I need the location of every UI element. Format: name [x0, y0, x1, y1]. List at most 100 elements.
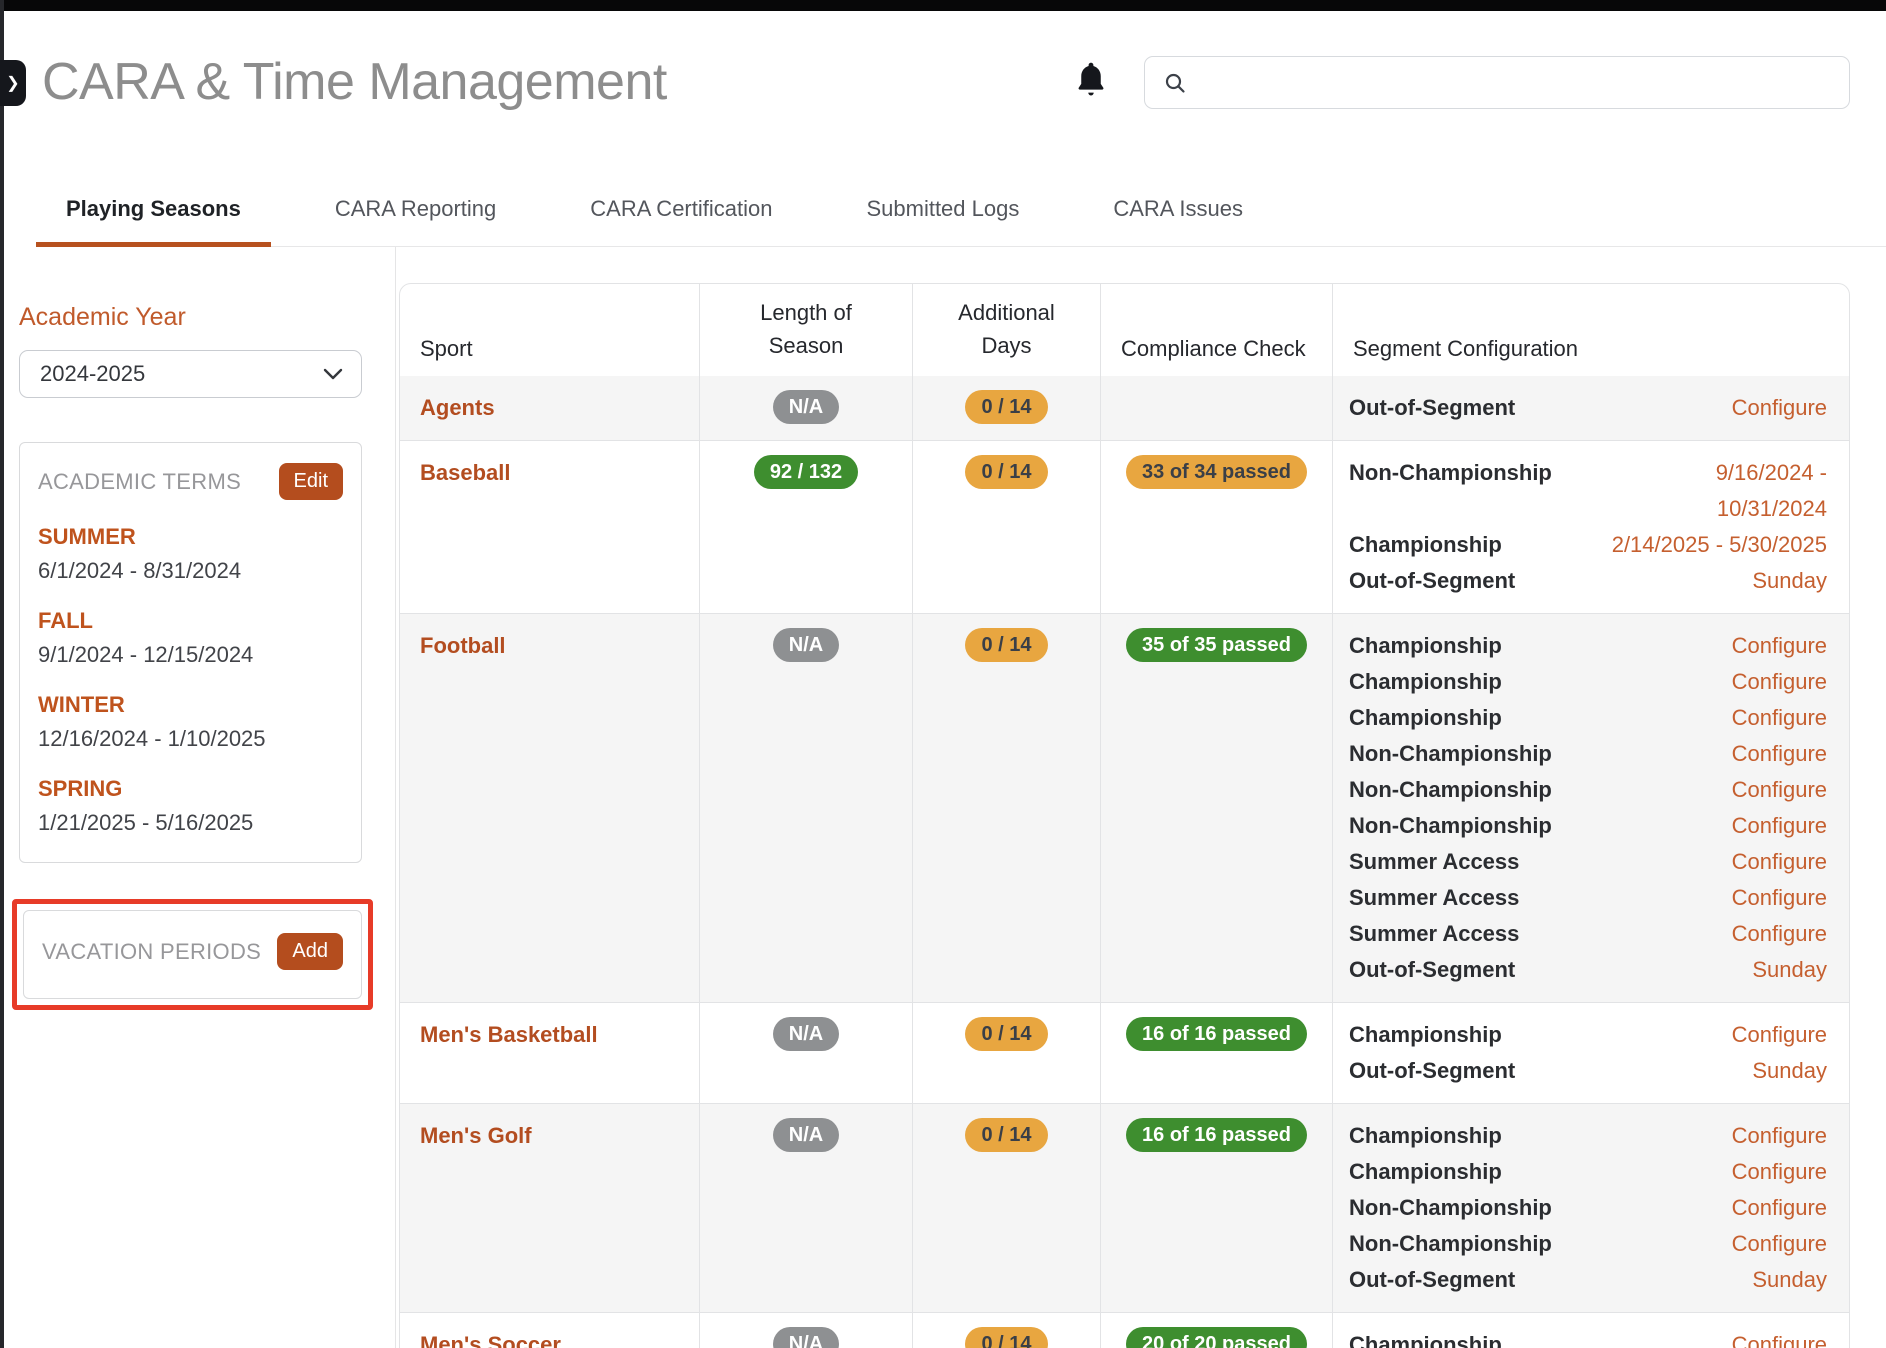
- segment-configuration-cell: Championship Configure Out-of-Segment Sunda…: [1333, 1003, 1849, 1103]
- term-date-range: 6/1/2024 - 8/31/2024: [38, 558, 242, 583]
- page-title: CARA & Time Management: [42, 53, 667, 111]
- search-input[interactable]: [1199, 71, 1849, 94]
- configure-link[interactable]: Configure: [1731, 1195, 1827, 1220]
- segment-row: Non-Championship Configure: [1349, 772, 1827, 808]
- segment-value-line: 9/16/2024 -: [1715, 460, 1827, 485]
- status-badge: 16 of 16 passed: [1126, 1118, 1307, 1152]
- configure-link[interactable]: Configure: [1731, 777, 1827, 802]
- segment-name: Championship: [1349, 1332, 1502, 1348]
- academic-terms-title: ACADEMIC TERMS: [38, 468, 242, 494]
- status-badge: 0 / 14: [965, 455, 1048, 489]
- configure-link[interactable]: Configure: [1731, 1332, 1827, 1348]
- content-divider: [395, 247, 396, 1348]
- sport-link[interactable]: Men's Soccer: [400, 1313, 700, 1348]
- left-window-edge: [0, 0, 4, 1348]
- segment-row: Championship Configure: [1349, 1327, 1827, 1348]
- length-of-season-cell: N/A: [700, 376, 913, 440]
- vacation-periods-title: VACATION PERIODS: [42, 938, 262, 964]
- sport-link[interactable]: Men's Basketball: [400, 1003, 700, 1103]
- sport-link[interactable]: Agents: [400, 376, 700, 440]
- compliance-check-cell: 20 of 20 passed: [1101, 1313, 1333, 1348]
- notification-bell-icon[interactable]: [1073, 60, 1109, 100]
- segment-value: 2/14/2025 - 5/30/2025: [1611, 532, 1827, 557]
- configure-link[interactable]: Configure: [1731, 1231, 1827, 1256]
- configure-link[interactable]: Configure: [1731, 1123, 1827, 1148]
- configure-link[interactable]: Configure: [1731, 395, 1827, 420]
- additional-days-cell: 0 / 14: [913, 1003, 1101, 1103]
- add-vacation-period-button[interactable]: Add: [277, 933, 343, 970]
- compliance-check-cell: 16 of 16 passed: [1101, 1003, 1333, 1103]
- segment-configuration-cell: Championship Configure Championship Configu…: [1333, 614, 1849, 1002]
- configure-link[interactable]: Configure: [1731, 705, 1827, 730]
- segment-value: Sunday: [1752, 568, 1827, 593]
- segment-configuration-cell: Championship Configure Championship Configu…: [1333, 1104, 1849, 1312]
- segment-row: Championship Configure: [1349, 1118, 1827, 1154]
- segment-row: Championship Configure: [1349, 628, 1827, 664]
- status-badge: N/A: [772, 1118, 840, 1152]
- segment-name: Out-of-Segment: [1349, 568, 1516, 593]
- table-row: Men's Golf N/A 0 / 14 16 of 16 passed Champi…: [400, 1103, 1849, 1312]
- segment-row: Championship Configure: [1349, 700, 1827, 736]
- segment-name: Out-of-Segment: [1349, 957, 1516, 982]
- length-of-season-cell: N/A: [700, 1104, 913, 1312]
- segment-name: Championship: [1349, 669, 1502, 694]
- configure-link[interactable]: Configure: [1731, 669, 1827, 694]
- global-search[interactable]: [1144, 56, 1850, 109]
- sport-link[interactable]: Men's Golf: [400, 1104, 700, 1312]
- status-badge: 0 / 14: [965, 1118, 1048, 1152]
- configure-link[interactable]: Configure: [1731, 633, 1827, 658]
- segment-name: Non-Championship: [1349, 1195, 1552, 1220]
- term-date-range: 9/1/2024 - 12/15/2024: [38, 642, 254, 667]
- configure-link[interactable]: Configure: [1731, 1159, 1827, 1184]
- segment-row: Championship Configure: [1349, 1017, 1827, 1053]
- segment-name: Summer Access: [1349, 849, 1520, 874]
- edit-terms-button[interactable]: Edit: [278, 463, 343, 500]
- search-icon: [1163, 71, 1187, 95]
- length-of-season-cell: N/A: [700, 1313, 913, 1348]
- configure-link[interactable]: Configure: [1731, 1022, 1827, 1047]
- segment-row: Non-Championship 9/16/2024 - 10/31/2024: [1349, 455, 1827, 527]
- segment-value-line: 10/31/2024: [1716, 496, 1827, 521]
- academic-year-value: 2024-2025: [40, 361, 146, 386]
- configure-link[interactable]: Configure: [1731, 921, 1827, 946]
- configure-link[interactable]: Configure: [1731, 849, 1827, 874]
- sport-link[interactable]: Baseball: [400, 441, 700, 613]
- academic-year-select[interactable]: 2024-2025: [19, 350, 362, 398]
- status-badge: N/A: [772, 1327, 840, 1348]
- configure-link[interactable]: Configure: [1731, 813, 1827, 838]
- additional-days-cell: 0 / 14: [913, 441, 1101, 613]
- configure-link[interactable]: Configure: [1731, 741, 1827, 766]
- academic-terms-card: ACADEMIC TERMS Edit SUMMER 6/1/2024 - 8/3…: [19, 442, 362, 863]
- segment-row: Non-Championship Configure: [1349, 808, 1827, 844]
- tab-cara-reporting[interactable]: CARA Reporting: [334, 196, 497, 221]
- academic-term: SPRING 1/21/2025 - 5/16/2025: [38, 776, 343, 836]
- sport-link[interactable]: Football: [400, 614, 700, 1002]
- status-badge: 0 / 14: [965, 628, 1048, 662]
- status-badge: 33 of 34 passed: [1126, 455, 1307, 489]
- tab-cara-certification[interactable]: CARA Certification: [590, 196, 773, 221]
- tab-playing-seasons[interactable]: Playing Seasons: [36, 196, 271, 247]
- segment-name: Out-of-Segment: [1349, 395, 1516, 420]
- tab-cara-issues[interactable]: CARA Issues: [1113, 196, 1243, 221]
- segment-name: Championship: [1349, 705, 1502, 730]
- segment-configuration-cell: Out-of-Segment Configure: [1333, 376, 1849, 440]
- segment-row: Championship Configure: [1349, 664, 1827, 700]
- column-header-compliance-check: Compliance Check: [1101, 284, 1333, 376]
- segment-row: Summer Access Configure: [1349, 916, 1827, 952]
- tab-bar: Playing Seasons CARA Reporting CARA Certif…: [36, 196, 1886, 247]
- segment-name: Summer Access: [1349, 921, 1520, 946]
- status-badge: 0 / 14: [965, 390, 1048, 424]
- additional-days-cell: 0 / 14: [913, 1313, 1101, 1348]
- status-badge: N/A: [772, 628, 840, 662]
- table-row: Agents N/A 0 / 14 Out-of-Segment Configure: [400, 376, 1849, 440]
- table-row: Baseball 92 / 132 0 / 14 33 of 34 passed Non…: [400, 440, 1849, 613]
- tab-submitted-logs[interactable]: Submitted Logs: [866, 196, 1020, 221]
- table-row: Men's Basketball N/A 0 / 14 16 of 16 passed…: [400, 1002, 1849, 1103]
- configure-link[interactable]: Configure: [1731, 885, 1827, 910]
- segment-row: Non-Championship Configure: [1349, 1226, 1827, 1262]
- segment-name: Summer Access: [1349, 885, 1520, 910]
- segment-row: Out-of-Segment Sunday: [1349, 952, 1827, 988]
- sidebar-expand-toggle[interactable]: ❯: [0, 60, 26, 106]
- segment-name: Championship: [1349, 633, 1502, 658]
- segment-row: Out-of-Segment Sunday: [1349, 1262, 1827, 1298]
